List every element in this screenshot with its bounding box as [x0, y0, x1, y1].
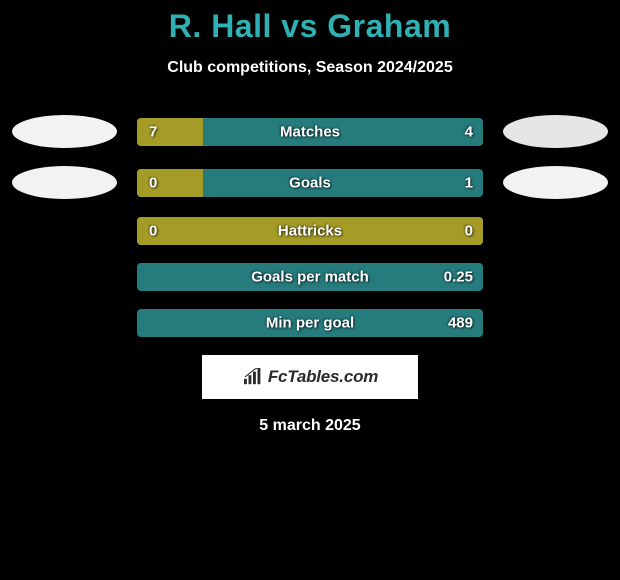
team-badge-right	[503, 115, 608, 148]
stat-value-right: 0.25	[444, 269, 473, 286]
stat-bar: Goals per match 0.25	[137, 263, 483, 291]
team-badge-left	[12, 115, 117, 148]
stat-value-left: 0	[149, 174, 157, 191]
player-right-name: Graham	[327, 8, 451, 44]
stat-label: Matches	[280, 123, 340, 140]
bar-fill-left	[137, 118, 203, 146]
stat-value-right: 1	[465, 174, 473, 191]
stat-value-right: 0	[465, 223, 473, 240]
stat-row: 0 Goals 1	[0, 166, 620, 199]
date-label: 5 march 2025	[0, 417, 620, 435]
stat-bar: 0 Goals 1	[137, 169, 483, 197]
subtitle: Club competitions, Season 2024/2025	[0, 59, 620, 77]
bar-chart-icon	[242, 368, 264, 386]
stat-bar: Min per goal 489	[137, 309, 483, 337]
stat-value-left: 0	[149, 223, 157, 240]
stat-label: Hattricks	[278, 223, 342, 240]
stat-row: 0 Hattricks 0	[0, 217, 620, 245]
comparison-card: R. Hall vs Graham Club competitions, Sea…	[0, 0, 620, 435]
stat-row: Goals per match 0.25	[0, 263, 620, 291]
stat-rows: 7 Matches 4 0 Goals 1 0 Hattricks 0 Goals per mat…	[0, 115, 620, 337]
stat-bar: 0 Hattricks 0	[137, 217, 483, 245]
stat-label: Goals	[289, 174, 331, 191]
stat-label: Goals per match	[251, 269, 369, 286]
player-left-name: R. Hall	[169, 8, 272, 44]
stat-row: Min per goal 489	[0, 309, 620, 337]
logo-text: FcTables.com	[268, 367, 378, 387]
stat-value-left: 7	[149, 123, 157, 140]
logo-badge: FcTables.com	[202, 355, 418, 399]
vs-separator: vs	[281, 8, 318, 44]
team-badge-right	[503, 166, 608, 199]
page-title: R. Hall vs Graham	[0, 8, 620, 45]
stat-value-right: 4	[465, 123, 473, 140]
stat-bar: 7 Matches 4	[137, 118, 483, 146]
bar-fill-left	[137, 169, 203, 197]
team-badge-left	[12, 166, 117, 199]
stat-value-right: 489	[448, 315, 473, 332]
stat-row: 7 Matches 4	[0, 115, 620, 148]
stat-label: Min per goal	[266, 315, 354, 332]
